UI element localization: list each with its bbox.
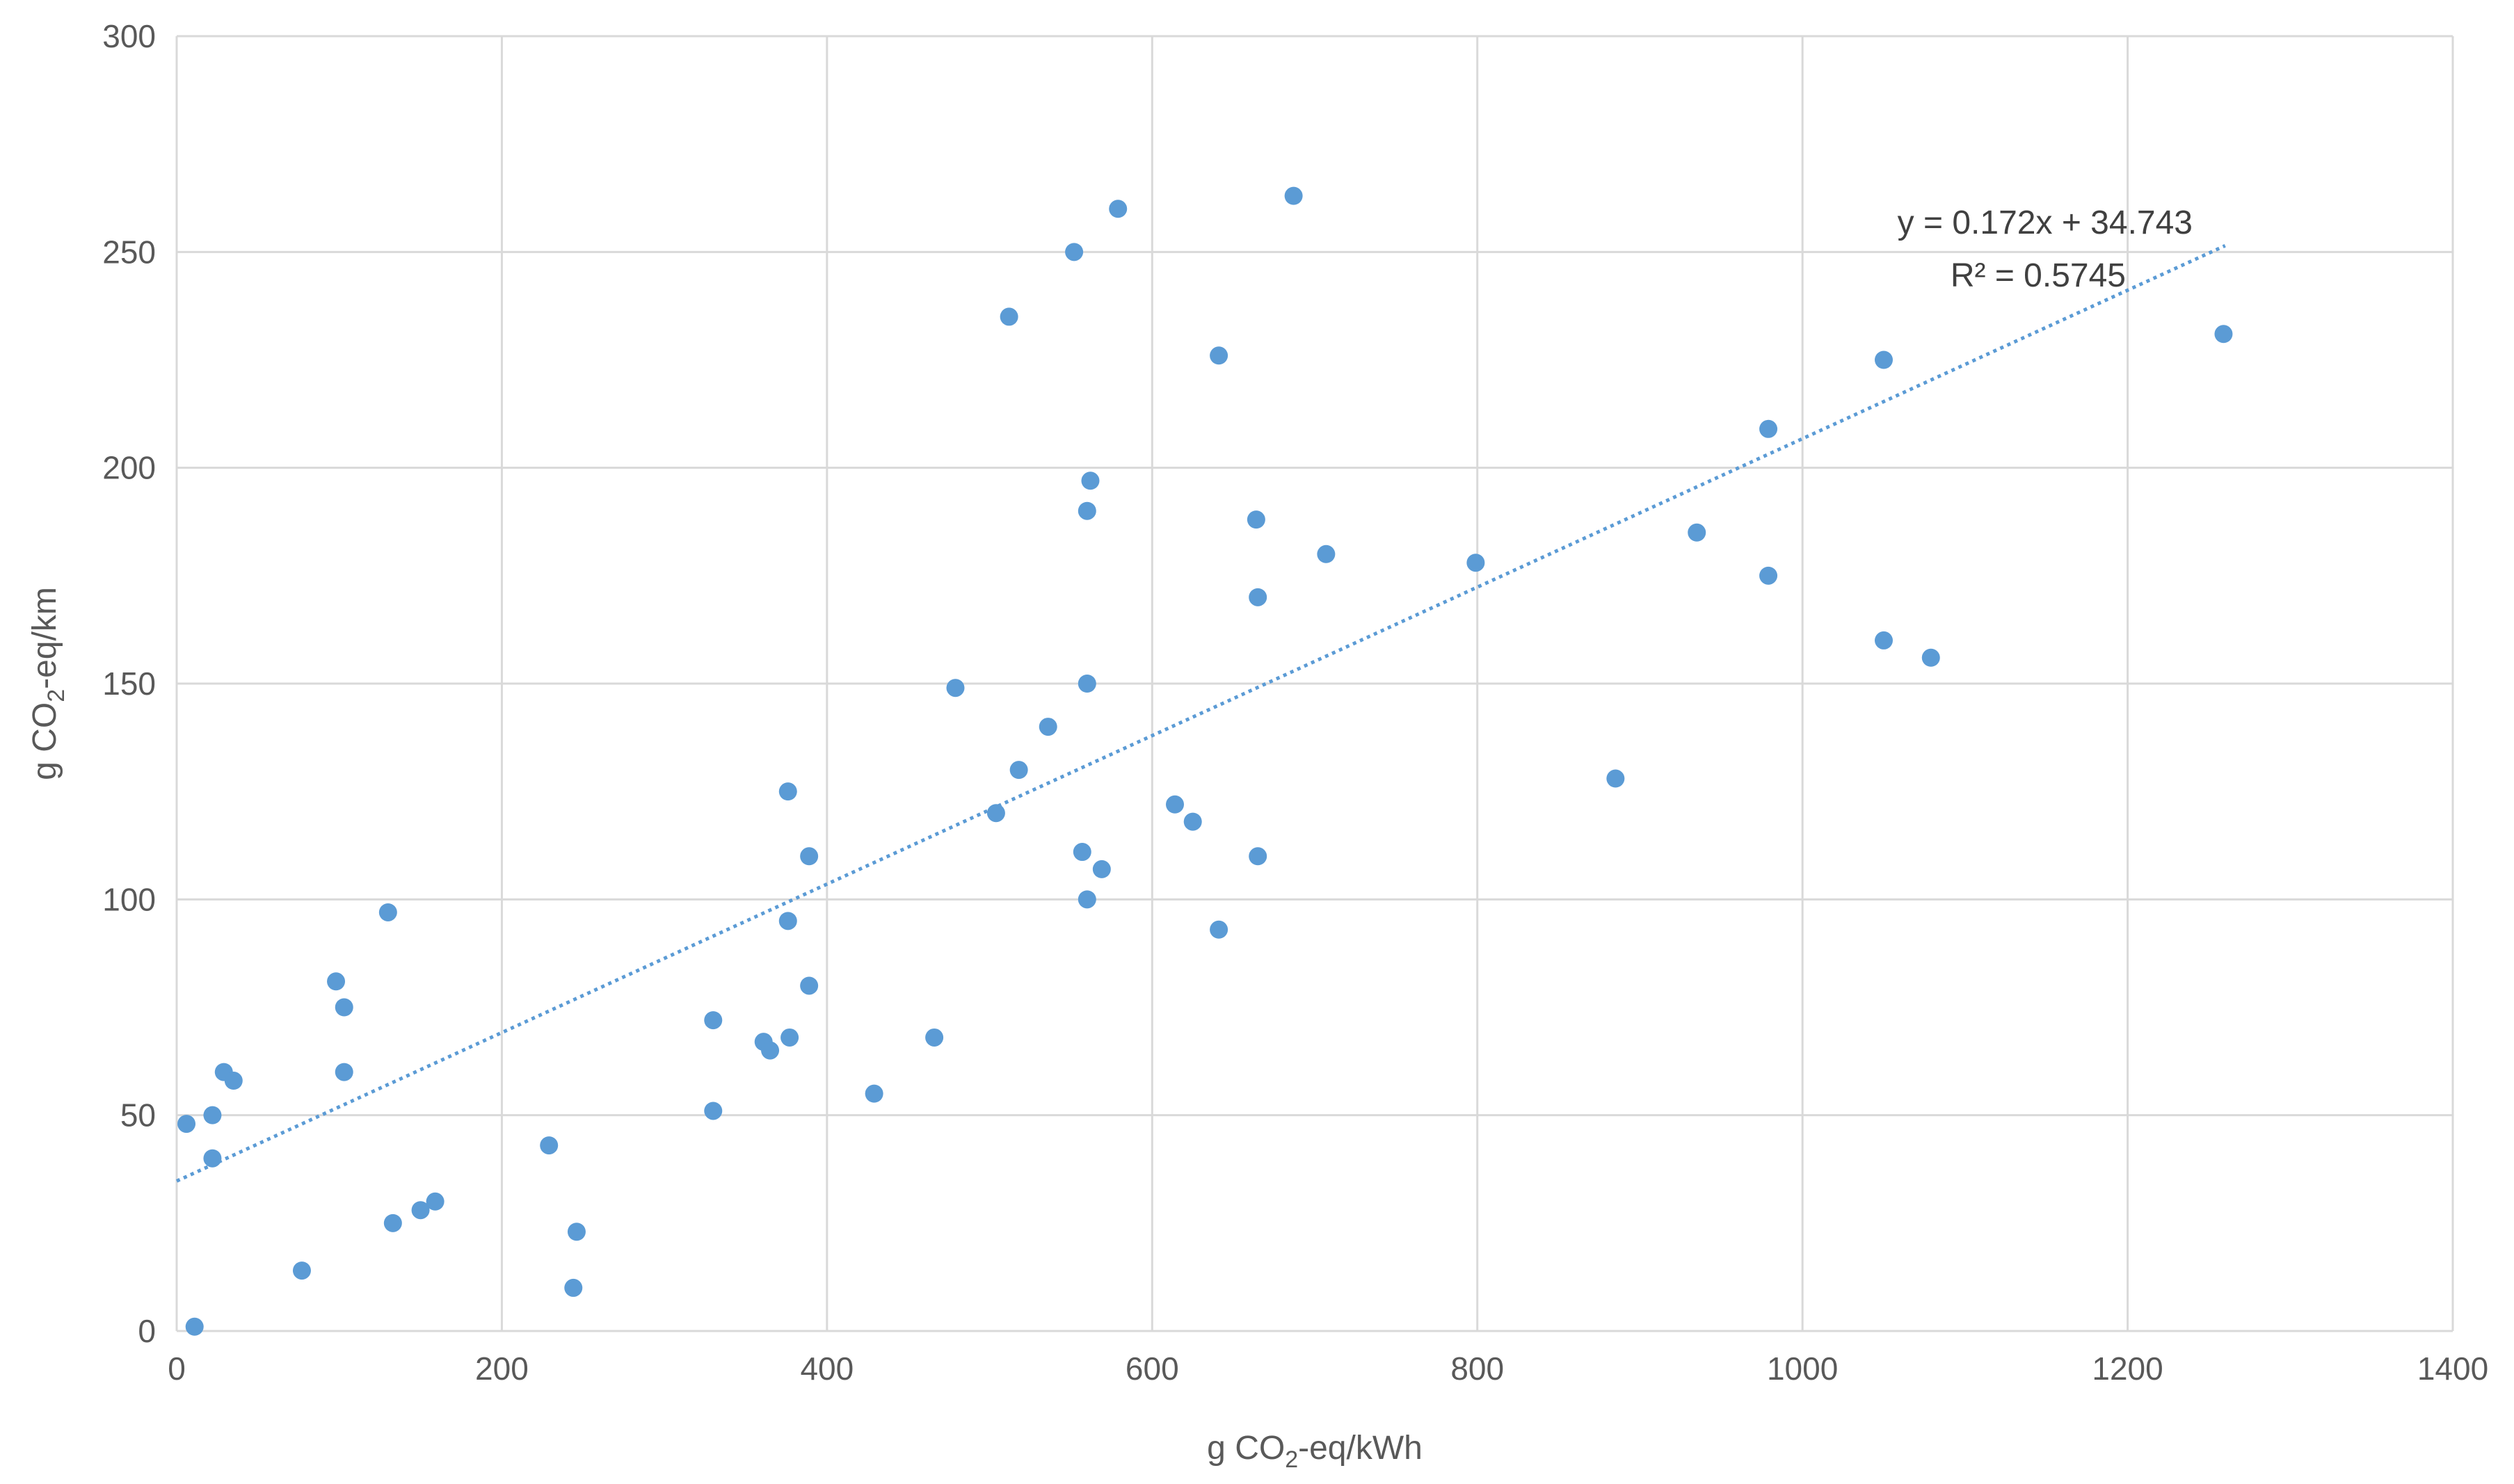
y-tick-label: 50 bbox=[120, 1097, 156, 1134]
data-point bbox=[383, 1213, 402, 1232]
data-point bbox=[292, 1261, 311, 1280]
data-point bbox=[1009, 761, 1028, 780]
data-point bbox=[1247, 510, 1265, 529]
data-point bbox=[800, 976, 819, 995]
data-point bbox=[426, 1192, 445, 1211]
y-axis-title: g CO2-eq/km bbox=[26, 587, 70, 780]
x-tick-label: 1200 bbox=[2092, 1350, 2163, 1387]
data-point bbox=[564, 1278, 583, 1297]
data-point bbox=[1759, 419, 1778, 438]
data-point bbox=[1688, 523, 1706, 542]
data-point bbox=[778, 912, 797, 930]
data-point bbox=[778, 782, 797, 801]
data-point bbox=[1092, 860, 1111, 878]
data-point bbox=[780, 1028, 799, 1047]
data-point bbox=[411, 1201, 430, 1220]
data-point bbox=[986, 804, 1005, 823]
y-tick-label: 100 bbox=[102, 881, 156, 917]
data-point bbox=[1249, 847, 1267, 866]
data-point bbox=[327, 972, 346, 991]
data-point bbox=[925, 1028, 944, 1047]
data-point bbox=[1466, 554, 1485, 572]
data-point bbox=[1166, 795, 1185, 814]
y-tick-label: 200 bbox=[102, 450, 156, 486]
data-point bbox=[704, 1102, 723, 1120]
data-point bbox=[704, 1011, 723, 1030]
data-point bbox=[335, 998, 353, 1017]
x-tick-label: 800 bbox=[1450, 1350, 1504, 1387]
data-point bbox=[1284, 186, 1303, 205]
data-point bbox=[1073, 843, 1091, 862]
trendline bbox=[175, 243, 2226, 1183]
data-points bbox=[177, 186, 2233, 1336]
y-tick-label: 0 bbox=[138, 1313, 156, 1349]
data-point bbox=[1210, 920, 1228, 939]
data-point bbox=[203, 1106, 222, 1124]
x-axis-title-prefix: g CO bbox=[1207, 1430, 1285, 1467]
data-point bbox=[1109, 200, 1128, 218]
x-axis-title-subscript: 2 bbox=[1285, 1446, 1298, 1473]
trendline-group: y = 0.172x + 34.743 R² = 0.5745 bbox=[175, 204, 2226, 1183]
data-point bbox=[1606, 769, 1625, 788]
y-tick-label: 300 bbox=[102, 18, 156, 54]
x-tick-label: 1400 bbox=[2417, 1350, 2488, 1387]
y-tick-label: 250 bbox=[102, 234, 156, 270]
tick-labels: 0 200 400 600 800 1000 1200 1400 0 50 100 150 200 250… bbox=[102, 18, 2488, 1387]
data-point bbox=[1081, 471, 1100, 490]
data-point bbox=[1078, 501, 1096, 520]
data-point bbox=[1000, 307, 1018, 326]
x-tick-label: 200 bbox=[475, 1350, 529, 1387]
data-point bbox=[224, 1072, 243, 1090]
y-tick-label: 150 bbox=[102, 666, 156, 702]
gridlines bbox=[175, 35, 2454, 1332]
data-point bbox=[1249, 588, 1267, 606]
data-point bbox=[2214, 325, 2233, 344]
trendline-equation: y = 0.172x + 34.743 bbox=[1898, 204, 2193, 241]
data-point bbox=[1210, 346, 1228, 365]
x-tick-label: 1000 bbox=[1767, 1350, 1838, 1387]
x-tick-label: 600 bbox=[1126, 1350, 1179, 1387]
data-point bbox=[1039, 718, 1057, 736]
data-point bbox=[1875, 350, 1893, 369]
data-point bbox=[203, 1149, 222, 1168]
trendline-r-squared: R² = 0.5745 bbox=[1951, 257, 2126, 294]
data-point bbox=[1759, 566, 1778, 585]
data-point bbox=[378, 903, 397, 921]
data-point bbox=[335, 1063, 353, 1081]
data-point bbox=[185, 1317, 204, 1336]
data-point bbox=[946, 679, 965, 697]
x-axis-title-suffix: -eq/kWh bbox=[1298, 1430, 1423, 1467]
x-axis-title: g CO2-eq/kWh bbox=[1207, 1430, 1423, 1473]
data-point bbox=[177, 1115, 196, 1134]
y-axis-title-suffix: -eq/km bbox=[26, 587, 63, 689]
data-point bbox=[1921, 648, 1940, 667]
y-axis-title-prefix: g CO bbox=[26, 702, 63, 780]
data-point bbox=[1078, 675, 1096, 693]
data-point bbox=[1065, 243, 1084, 261]
data-point bbox=[1078, 890, 1096, 909]
data-point bbox=[1183, 812, 1202, 831]
y-axis-title-subscript: 2 bbox=[43, 689, 70, 702]
data-point bbox=[1317, 545, 1336, 563]
data-point bbox=[567, 1223, 586, 1241]
data-point bbox=[865, 1084, 883, 1103]
x-tick-label: 400 bbox=[800, 1350, 854, 1387]
data-point bbox=[540, 1136, 559, 1155]
data-point bbox=[1875, 631, 1893, 650]
x-tick-label: 0 bbox=[168, 1350, 186, 1387]
data-point bbox=[800, 847, 819, 866]
data-point bbox=[761, 1041, 780, 1060]
